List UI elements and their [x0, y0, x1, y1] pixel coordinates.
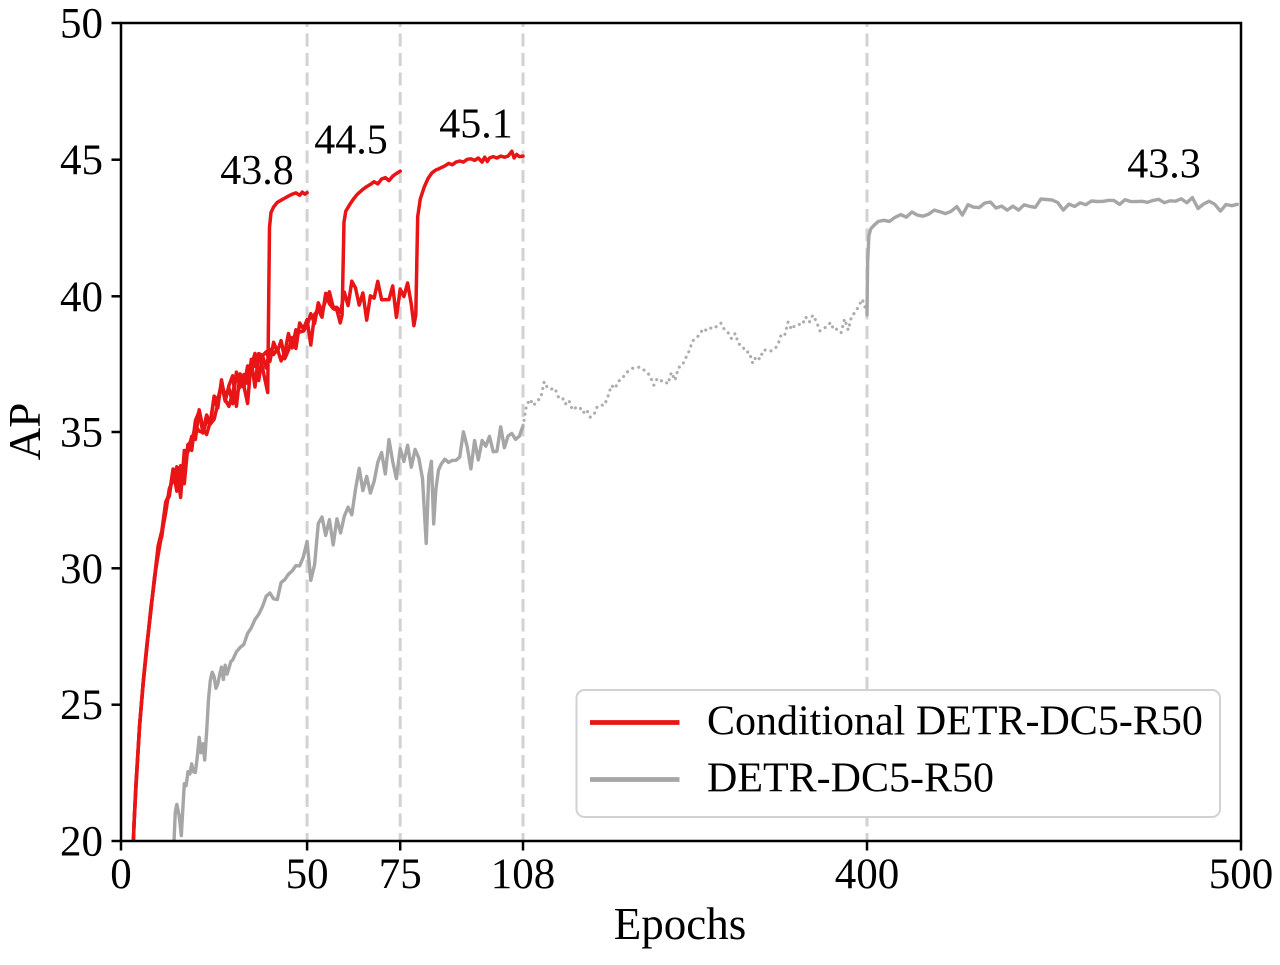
svg-text:DETR-DC5-R50: DETR-DC5-R50	[707, 756, 994, 802]
svg-text:45: 45	[60, 137, 103, 184]
svg-text:Epochs: Epochs	[614, 899, 746, 949]
svg-text:25: 25	[60, 682, 103, 729]
svg-text:75: 75	[379, 851, 422, 898]
svg-text:500: 500	[1209, 851, 1274, 898]
svg-text:50: 50	[286, 851, 329, 898]
svg-text:35: 35	[60, 410, 103, 457]
svg-text:0: 0	[110, 851, 132, 898]
svg-text:30: 30	[60, 546, 103, 593]
svg-text:44.5: 44.5	[314, 118, 388, 164]
svg-text:108: 108	[491, 851, 556, 898]
svg-text:AP: AP	[0, 403, 50, 461]
svg-text:20: 20	[60, 819, 103, 866]
svg-text:400: 400	[835, 851, 900, 898]
svg-text:40: 40	[60, 274, 103, 321]
svg-text:43.8: 43.8	[220, 148, 294, 194]
svg-text:45.1: 45.1	[439, 102, 513, 148]
svg-text:43.3: 43.3	[1127, 142, 1201, 188]
svg-text:Conditional DETR-DC5-R50: Conditional DETR-DC5-R50	[707, 699, 1203, 745]
svg-text:50: 50	[60, 1, 103, 48]
